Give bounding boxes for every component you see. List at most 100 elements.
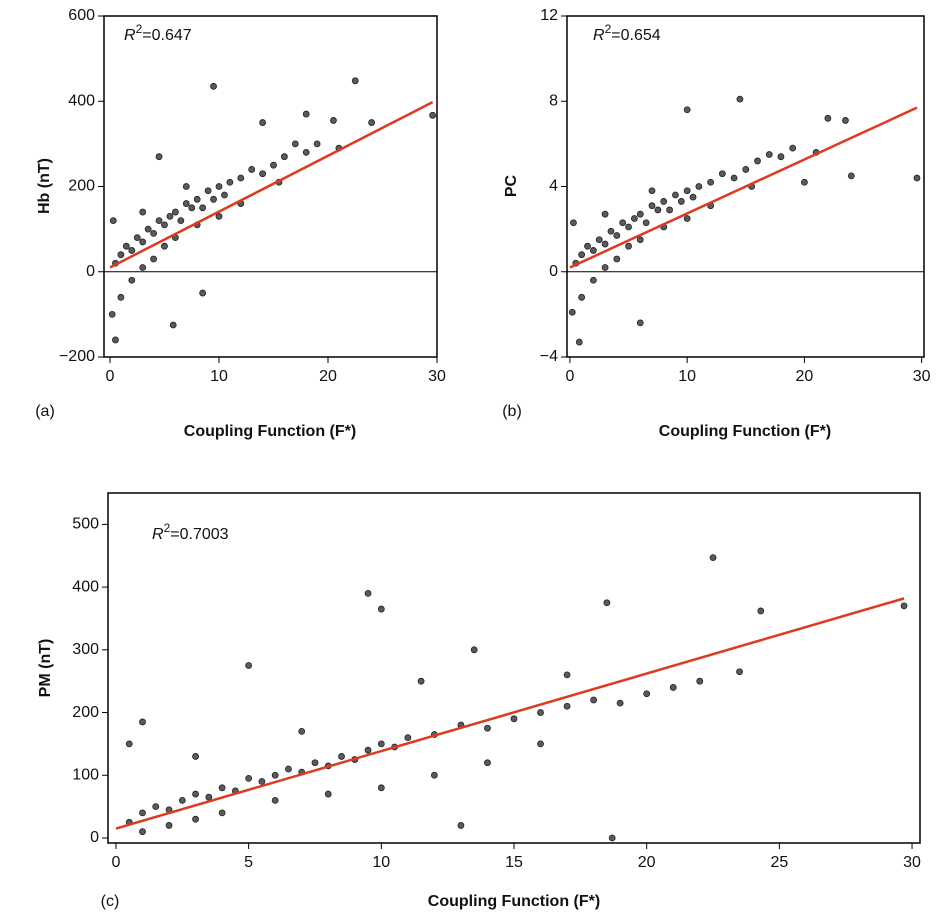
point <box>193 195 201 203</box>
point <box>169 321 177 329</box>
point <box>601 240 609 248</box>
point <box>165 822 173 829</box>
r-squared: R2=0.7003 <box>152 521 229 543</box>
point <box>218 784 226 792</box>
x-tick-label: 0 <box>106 368 115 385</box>
point <box>218 809 226 817</box>
point <box>660 198 668 205</box>
point <box>683 215 691 222</box>
y-tick-label: 0 <box>86 263 95 280</box>
point <box>245 662 253 669</box>
point <box>631 215 638 222</box>
r-squared: R2=0.647 <box>124 22 192 44</box>
point <box>259 170 266 178</box>
y-tick-label: 100 <box>72 766 99 783</box>
point <box>430 771 438 779</box>
point <box>204 187 212 195</box>
x-tick-label: 25 <box>770 854 788 871</box>
panel-label: (c) <box>101 893 120 910</box>
point <box>696 677 704 685</box>
point <box>285 765 292 773</box>
x-axis-label: Coupling Function (F*) <box>659 423 831 440</box>
point <box>417 677 425 685</box>
point <box>613 255 621 263</box>
y-tick-label: 0 <box>549 263 558 280</box>
panel-label: (b) <box>502 403 522 420</box>
point <box>510 715 518 723</box>
point <box>601 210 609 218</box>
x-tick-label: 20 <box>796 368 814 385</box>
x-tick-label: 0 <box>112 854 121 871</box>
y-tick-label: 200 <box>68 178 95 195</box>
x-tick-label: 0 <box>565 368 574 385</box>
y-axis-label: PC <box>503 174 520 197</box>
point <box>205 793 213 801</box>
point <box>377 784 385 792</box>
point <box>128 276 136 284</box>
point <box>601 264 609 271</box>
y-tick-label: 400 <box>68 92 95 109</box>
points <box>108 77 437 344</box>
x-tick-label: 5 <box>244 854 253 871</box>
point <box>568 308 576 316</box>
point <box>707 178 715 186</box>
point <box>139 809 146 817</box>
point <box>248 166 256 173</box>
point <box>139 238 147 246</box>
point <box>672 191 679 199</box>
point <box>188 204 196 212</box>
point <box>259 119 266 126</box>
plot-frame <box>103 15 438 358</box>
point <box>563 702 571 710</box>
point <box>537 709 544 716</box>
x-tick-label: 30 <box>913 368 931 385</box>
point <box>695 183 703 190</box>
y-tick-label: 600 <box>68 7 95 24</box>
point <box>258 778 266 785</box>
point <box>311 759 319 767</box>
y-axis-label: PM (nT) <box>37 639 54 698</box>
x-tick-label: 20 <box>638 854 656 871</box>
point <box>280 153 288 161</box>
point <box>192 753 199 760</box>
x-tick-label: 10 <box>210 368 228 385</box>
point <box>648 202 656 210</box>
point <box>742 166 750 173</box>
point <box>237 174 245 182</box>
point <box>666 206 673 214</box>
point <box>112 336 119 344</box>
point <box>377 740 385 748</box>
point <box>368 119 375 126</box>
r-symbol: R <box>124 27 136 44</box>
r-symbol: R <box>152 526 164 543</box>
point <box>607 227 615 235</box>
point <box>161 221 168 229</box>
point <box>210 82 217 90</box>
points <box>568 95 921 346</box>
point <box>182 200 190 207</box>
point <box>133 234 141 242</box>
point <box>429 111 437 119</box>
r-exponent: 2 <box>164 521 171 535</box>
y-tick-label: 400 <box>72 578 99 595</box>
point <box>470 646 478 654</box>
x-axis-label: Coupling Function (F*) <box>184 423 356 440</box>
plot-frame <box>566 15 925 358</box>
y-tick-label: 12 <box>540 7 558 24</box>
y-tick-label: 200 <box>72 704 99 721</box>
point <box>777 153 785 161</box>
point <box>642 219 650 227</box>
x-tick-label: 20 <box>319 368 337 385</box>
point <box>595 236 603 244</box>
panel-label: (a) <box>35 403 55 420</box>
point <box>801 178 808 186</box>
point <box>625 242 632 250</box>
point <box>824 114 832 122</box>
point <box>736 95 744 103</box>
point <box>589 276 597 284</box>
point <box>150 255 157 263</box>
y-tick-label: −4 <box>540 348 558 365</box>
point <box>215 212 223 220</box>
point <box>404 734 412 742</box>
